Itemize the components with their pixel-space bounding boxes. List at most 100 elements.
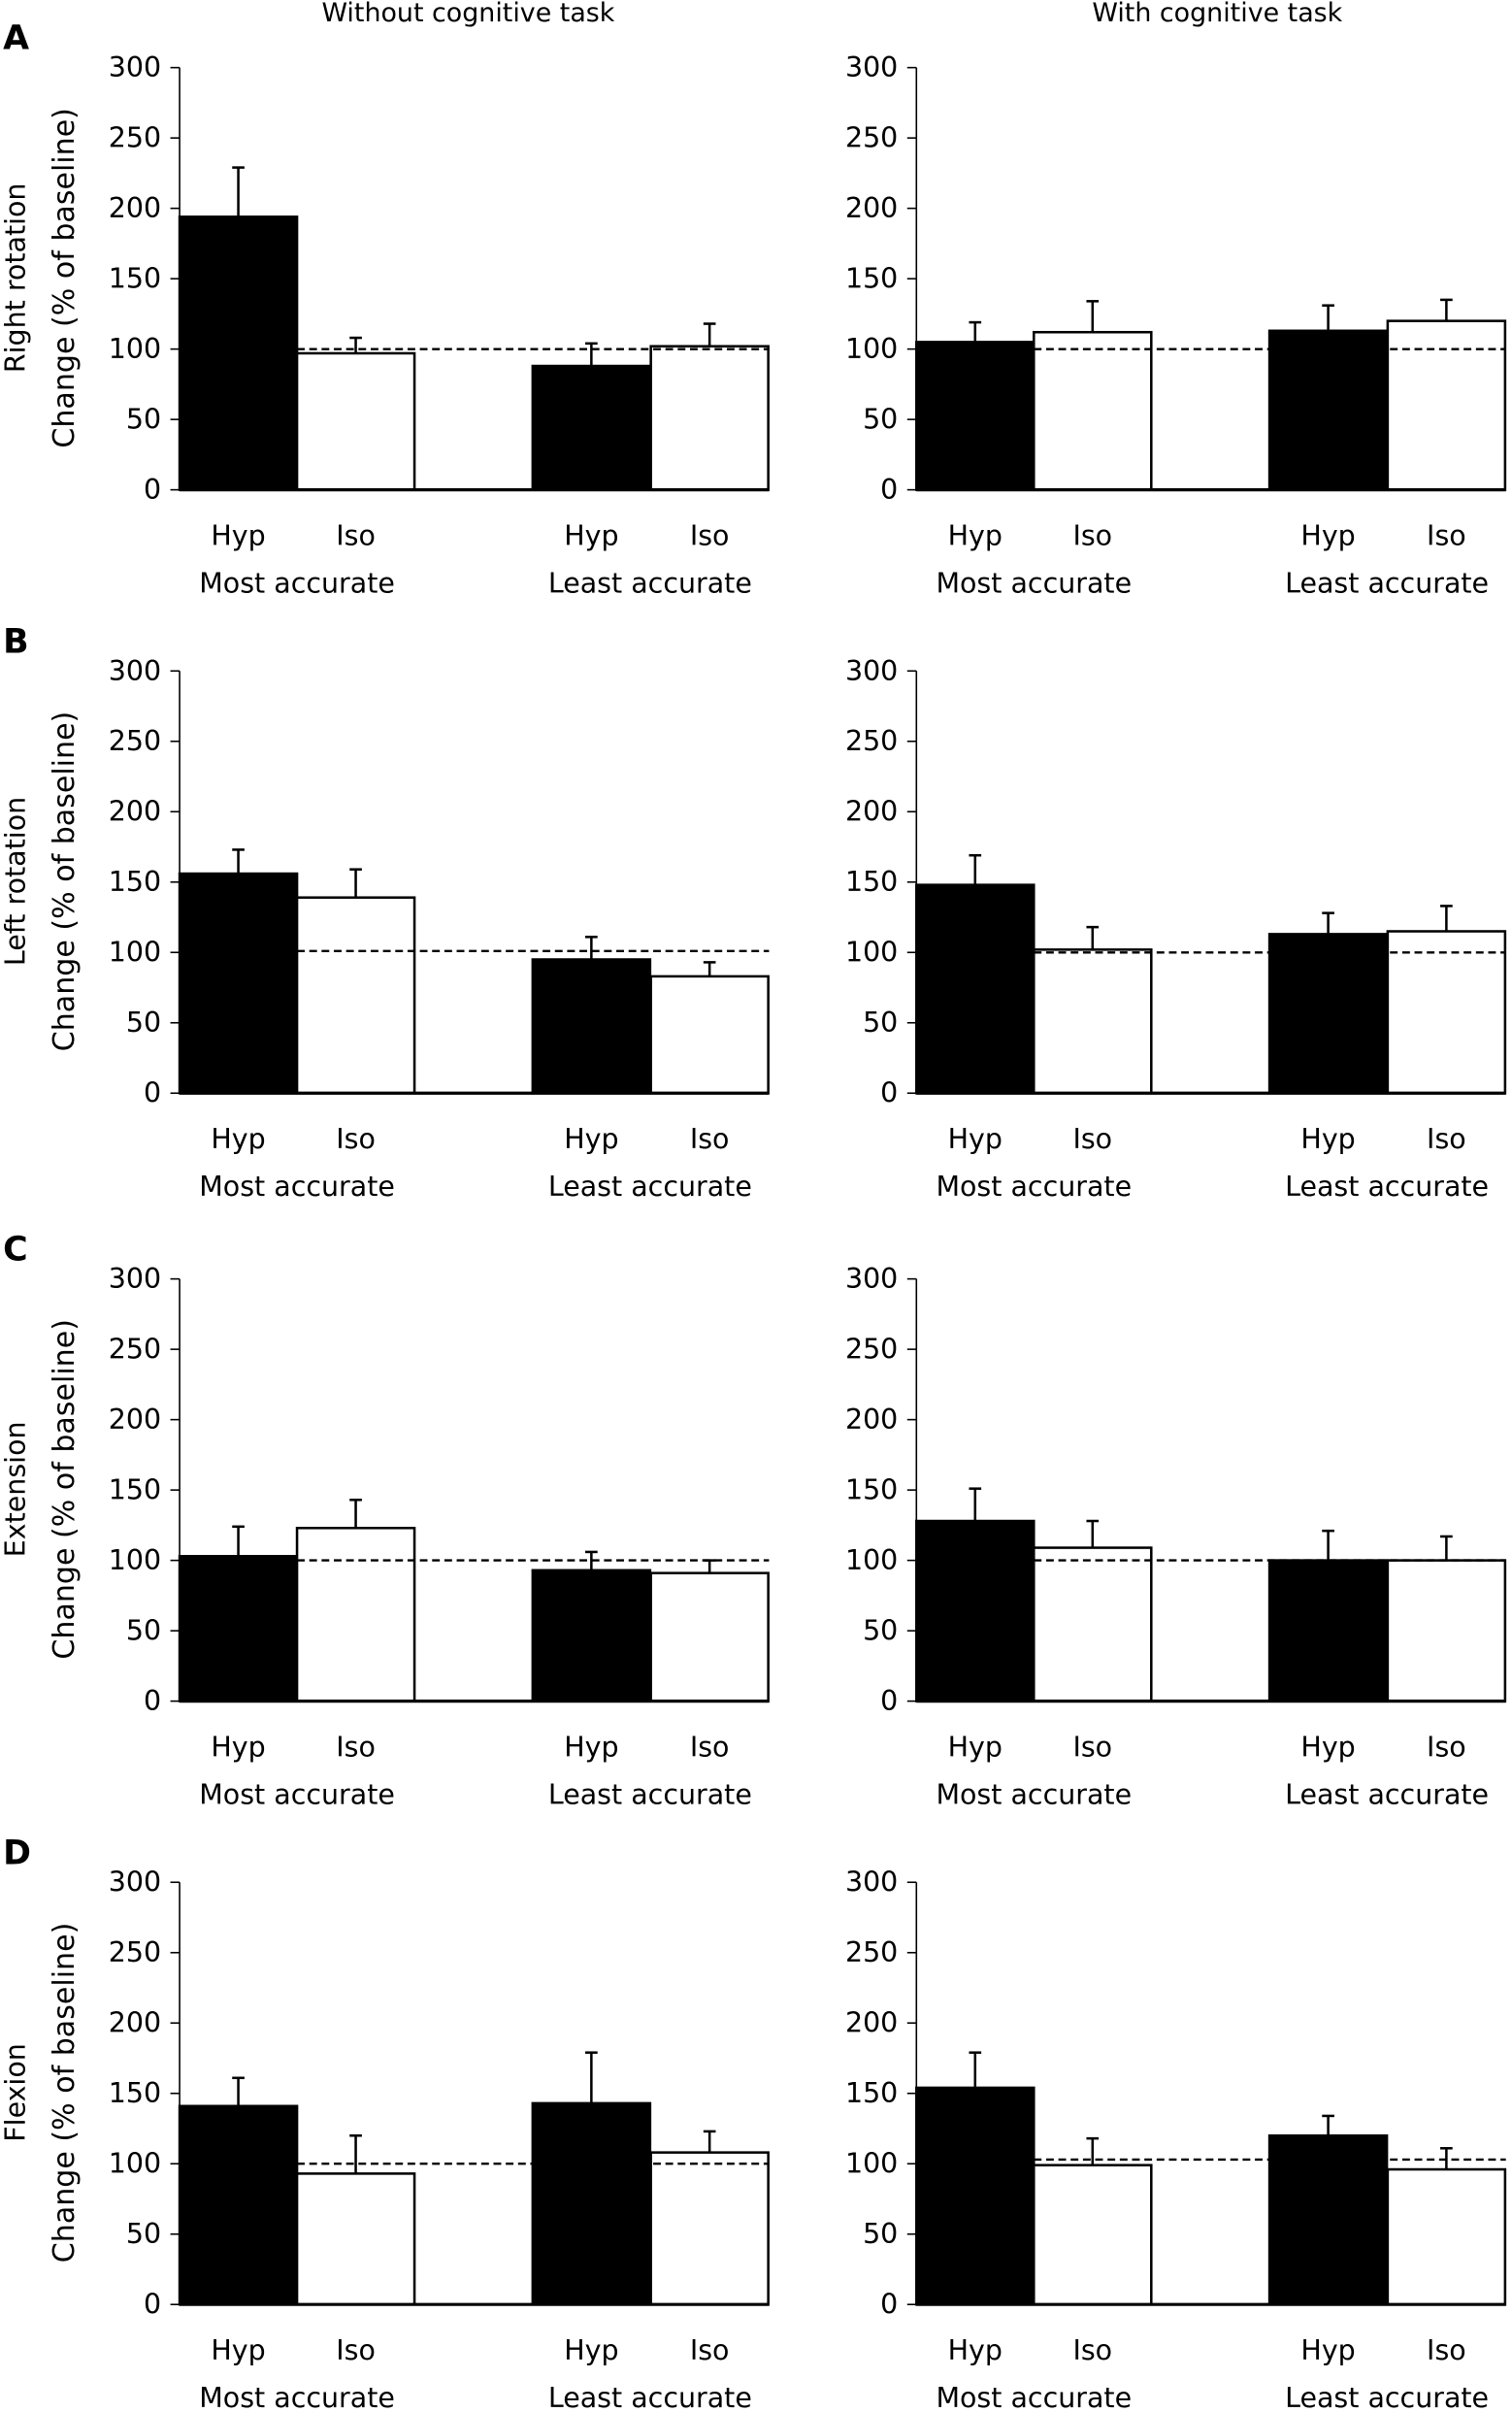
y-tick-label: 0 [880,474,898,506]
y-tick-label: 50 [863,1007,898,1039]
bar-iso [1033,2164,1153,2306]
group-label: Most accurate [936,568,1132,600]
bar-label: Hyp [948,1123,1003,1155]
bar-label: Hyp [211,1732,265,1764]
y-tick-label: 250 [845,122,898,154]
y-tick-label: 150 [109,2077,161,2109]
y-tick-label: 150 [845,2077,898,2109]
group-label: Most accurate [199,568,395,600]
group-label: Least accurate [548,2382,752,2412]
chart-panel: Change (% of baseline) Hyp Iso Hyp Iso 0 50 100… [48,51,770,600]
y-tick-label: 200 [109,796,161,828]
bar-label: Hyp [211,520,265,552]
y-tick-label: 50 [863,404,898,436]
bar-label: Iso [1427,1732,1466,1764]
y-tick-label: 100 [109,333,161,365]
bar-label: Hyp [564,520,618,552]
bar-label: Hyp [564,2334,618,2366]
group-label: Most accurate [936,1171,1132,1203]
column-title-with: With cognitive task [1092,0,1342,28]
row-measure-label: Flexion [0,2043,31,2142]
y-tick-label: 250 [109,1936,161,1968]
y-tick-label: 250 [845,725,898,757]
bar-label: Iso [1072,1732,1112,1764]
bar-hyp [178,215,299,491]
y-tick-label: 200 [845,1404,898,1436]
bar-hyp [1267,329,1389,491]
y-tick-label: 100 [109,937,161,969]
y-tick-label: 150 [845,263,898,295]
y-tick-label: 300 [109,51,161,83]
y-tick-label: 250 [109,122,161,154]
bar-iso [649,2151,770,2306]
bar-label: Hyp [948,1732,1003,1764]
y-tick-label: 150 [109,866,161,898]
bar-hyp [915,341,1035,491]
bar-label: Iso [690,1732,730,1764]
bar-hyp [915,1519,1035,1702]
y-tick-label: 200 [845,2007,898,2039]
panel-letter: C [3,1231,28,1270]
y-tick-label: 250 [109,1334,161,1366]
chart-panel: Change (% of baseline) Hyp Iso Hyp Iso 0 50 100… [784,51,1507,600]
y-tick-label: 0 [144,2289,161,2321]
chart-panel: Change (% of baseline) Hyp Iso Hyp Iso 0 50 100… [48,655,770,1203]
y-tick-label: 0 [144,1077,161,1109]
bar-hyp [1267,1559,1389,1702]
bar-label: Iso [690,520,730,552]
bar-iso [1033,948,1153,1095]
bar-iso [1033,1546,1153,1702]
bar-label: Iso [1072,2334,1112,2366]
bar-label: Hyp [564,1123,618,1155]
group-label: Most accurate [199,2382,395,2412]
chart-panel: Change (% of baseline) Hyp Iso Hyp Iso 0 50 100… [784,1263,1507,1811]
y-tick-label: 250 [109,725,161,757]
bar-iso [1386,930,1507,1095]
y-tick-label: 250 [845,1936,898,1968]
y-tick-label: 150 [845,866,898,898]
bar-label: Iso [1427,520,1466,552]
y-axis-label: Change (% of baseline) [784,108,818,448]
bar-label: Iso [1427,1123,1466,1155]
row-measure-label: Right rotation [0,183,31,374]
y-axis-label: Change (% of baseline) [48,711,82,1052]
panel-letter: A [3,19,29,58]
y-tick-label: 0 [144,1685,161,1717]
bar-label: Iso [690,1123,730,1155]
y-tick-label: 200 [845,192,898,224]
bar-hyp [178,1554,299,1702]
y-tick-label: 300 [109,655,161,687]
bar-hyp [1267,933,1389,1095]
bar-iso [295,2172,416,2306]
bar-iso [649,1571,770,1702]
y-tick-label: 50 [126,1007,161,1039]
y-tick-label: 100 [845,333,898,365]
bar-label: Iso [1427,2334,1466,2366]
bar-hyp [531,958,652,1095]
y-tick-label: 100 [845,2148,898,2180]
y-tick-label: 100 [109,1544,161,1576]
y-tick-label: 50 [126,2218,161,2250]
bar-hyp [178,2104,299,2306]
y-tick-label: 100 [845,1544,898,1576]
bar-hyp [531,2101,652,2306]
group-label: Most accurate [199,1171,395,1203]
bar-label: Hyp [1300,520,1355,552]
y-axis-label: Change (% of baseline) [784,1319,818,1660]
bar-label: Hyp [211,1123,265,1155]
y-tick-label: 100 [845,937,898,969]
chart-panel: Change (% of baseline) Hyp Iso Hyp Iso 0 50 100… [48,1867,770,2412]
y-tick-label: 0 [880,2289,898,2321]
y-tick-label: 0 [880,1077,898,1109]
bar-label: Hyp [564,1732,618,1764]
bar-label: Hyp [948,520,1003,552]
bar-iso [295,351,416,491]
bar-hyp [531,1569,652,1702]
chart-panel: Change (% of baseline) Hyp Iso Hyp Iso 0 50 100… [48,1263,770,1811]
bar-label: Hyp [1300,1123,1355,1155]
group-label: Least accurate [548,568,752,600]
bar-iso [1386,319,1507,491]
group-label: Most accurate [936,1779,1132,1811]
bar-label: Iso [336,1123,376,1155]
